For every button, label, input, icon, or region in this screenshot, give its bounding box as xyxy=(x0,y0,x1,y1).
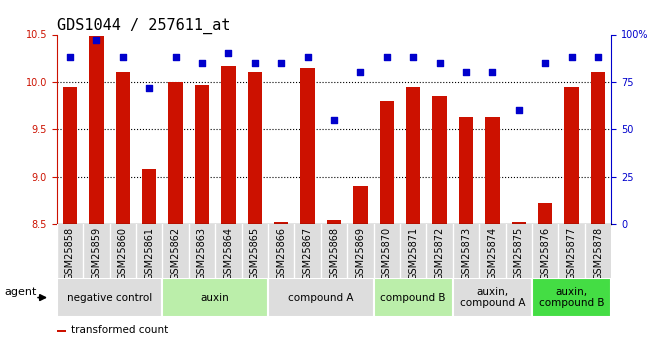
Text: GSM25865: GSM25865 xyxy=(250,227,260,280)
Bar xyxy=(512,223,526,224)
Bar xyxy=(248,72,262,224)
Point xyxy=(276,60,287,66)
Bar xyxy=(63,87,77,224)
Point xyxy=(144,85,154,90)
Point xyxy=(118,55,128,60)
Point xyxy=(408,55,419,60)
Point xyxy=(540,60,550,66)
Point xyxy=(249,60,260,66)
Point xyxy=(196,60,207,66)
Point xyxy=(381,55,392,60)
Point xyxy=(91,37,102,43)
Text: GSM25877: GSM25877 xyxy=(566,227,576,280)
Bar xyxy=(485,117,500,224)
Bar xyxy=(268,278,373,317)
Bar xyxy=(195,85,209,224)
Text: auxin: auxin xyxy=(201,293,230,303)
Text: agent: agent xyxy=(5,287,37,297)
Point xyxy=(329,117,339,123)
Text: GSM25864: GSM25864 xyxy=(223,227,233,280)
Text: GSM25870: GSM25870 xyxy=(382,227,392,280)
Text: GSM25868: GSM25868 xyxy=(329,227,339,280)
Bar xyxy=(162,278,268,317)
Bar xyxy=(301,68,315,224)
Bar xyxy=(116,72,130,224)
Text: transformed count: transformed count xyxy=(71,325,168,335)
Text: GSM25861: GSM25861 xyxy=(144,227,154,280)
Text: GSM25862: GSM25862 xyxy=(170,227,180,280)
Bar xyxy=(453,278,532,317)
Text: GSM25859: GSM25859 xyxy=(92,227,102,280)
Point xyxy=(355,70,366,75)
Text: GSM25869: GSM25869 xyxy=(355,227,365,280)
Text: GDS1044 / 257611_at: GDS1044 / 257611_at xyxy=(57,18,230,34)
Point xyxy=(487,70,498,75)
Bar xyxy=(327,219,341,224)
Text: GSM25863: GSM25863 xyxy=(197,227,207,280)
Text: GSM25867: GSM25867 xyxy=(303,227,313,280)
Point xyxy=(566,55,577,60)
Text: GSM25878: GSM25878 xyxy=(593,227,603,280)
Text: GSM25871: GSM25871 xyxy=(408,227,418,280)
Bar xyxy=(142,169,156,224)
Bar xyxy=(538,203,552,224)
Bar xyxy=(432,96,447,224)
Text: GSM25866: GSM25866 xyxy=(276,227,286,280)
Bar xyxy=(57,330,67,332)
Text: compound A: compound A xyxy=(288,293,353,303)
Point xyxy=(65,55,75,60)
Text: auxin,
compound A: auxin, compound A xyxy=(460,287,525,308)
Text: compound B: compound B xyxy=(381,293,446,303)
Point xyxy=(434,60,445,66)
Bar xyxy=(591,72,605,224)
Text: GSM25872: GSM25872 xyxy=(435,227,445,280)
Bar xyxy=(459,117,473,224)
Text: GSM25860: GSM25860 xyxy=(118,227,128,280)
Bar xyxy=(168,82,183,224)
Text: GSM25876: GSM25876 xyxy=(540,227,550,280)
Text: GSM25858: GSM25858 xyxy=(65,227,75,280)
Text: auxin,
compound B: auxin, compound B xyxy=(539,287,605,308)
Bar xyxy=(89,36,104,224)
Bar xyxy=(373,278,453,317)
Point xyxy=(461,70,472,75)
Bar xyxy=(274,223,289,224)
Text: negative control: negative control xyxy=(67,293,152,303)
Bar xyxy=(564,87,579,224)
Point xyxy=(170,55,181,60)
Point xyxy=(223,51,234,56)
Bar xyxy=(221,66,236,224)
Bar xyxy=(353,186,367,224)
Point xyxy=(514,108,524,113)
Text: GSM25875: GSM25875 xyxy=(514,227,524,280)
Point xyxy=(593,55,603,60)
Bar xyxy=(379,101,394,224)
Bar xyxy=(57,278,162,317)
Bar xyxy=(406,87,420,224)
Text: GSM25874: GSM25874 xyxy=(488,227,498,280)
Bar xyxy=(532,278,611,317)
Text: GSM25873: GSM25873 xyxy=(461,227,471,280)
Point xyxy=(302,55,313,60)
